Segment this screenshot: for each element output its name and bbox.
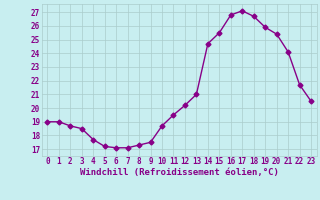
- X-axis label: Windchill (Refroidissement éolien,°C): Windchill (Refroidissement éolien,°C): [80, 168, 279, 177]
